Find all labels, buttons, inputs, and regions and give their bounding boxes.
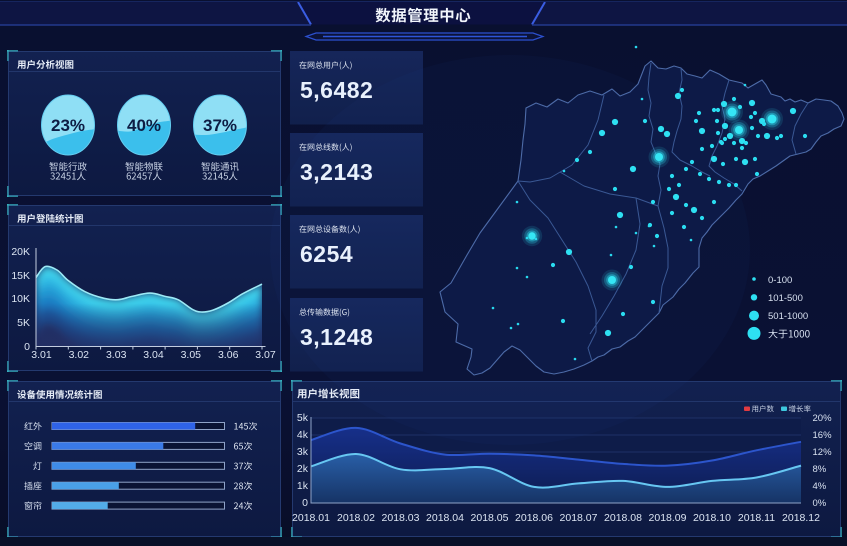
- svg-text:40%: 40%: [127, 116, 161, 135]
- svg-text:37%: 37%: [203, 116, 237, 135]
- svg-text:23%: 23%: [51, 116, 85, 135]
